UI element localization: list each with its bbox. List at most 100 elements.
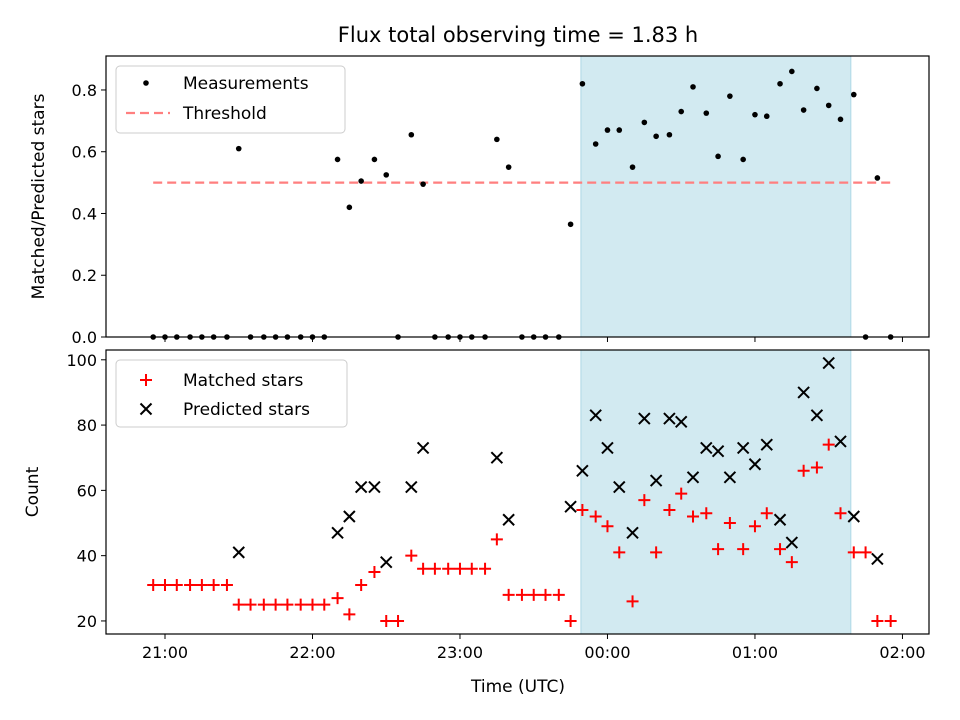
measurement-point — [874, 175, 881, 181]
y-tick-label: 0.6 — [72, 143, 97, 162]
matched-star-point — [306, 598, 319, 611]
measurement-point — [567, 221, 574, 228]
x-tick-label: 02:00 — [879, 643, 925, 662]
predicted-star-point — [810, 409, 824, 422]
predicted-star-point — [711, 444, 725, 458]
measurement-point — [494, 136, 500, 143]
matched-star-point — [576, 503, 589, 516]
measurement-point — [235, 145, 242, 152]
measurement-point — [641, 119, 648, 126]
measurement-point — [690, 84, 696, 90]
axes-frame — [105, 349, 930, 635]
axes-frame — [105, 55, 930, 338]
matched-star-point — [797, 464, 810, 477]
measurement-point — [408, 131, 415, 138]
legend-label-matched: Matched stars — [183, 371, 303, 391]
matched-star-point — [675, 487, 688, 500]
measurement-point — [715, 153, 721, 160]
y-tick-label: 60 — [77, 481, 97, 500]
legend: Measurements Threshold — [115, 65, 346, 134]
predicted-star-point — [760, 438, 773, 451]
matched-star-point — [638, 494, 651, 507]
y-axis-label: Matched/Predicted stars — [29, 93, 49, 299]
matched-star-point — [601, 520, 614, 533]
legend-label-predicted: Predicted stars — [183, 400, 310, 420]
matched-star-point — [502, 588, 515, 601]
x-axis-label: Time (UTC) — [470, 677, 565, 697]
measurement-point — [505, 164, 512, 170]
predicted-star-point — [700, 441, 713, 455]
matched-star-point — [269, 598, 282, 611]
ratio-panel: 0.0 0.2 0.4 0.6 0.8 Matched/Predicted stars Me… — [29, 55, 930, 347]
matched-star-point — [479, 562, 492, 575]
highlight-span — [580, 55, 852, 338]
matched-star-point — [810, 461, 823, 474]
matched-star-point — [207, 579, 220, 592]
measurement-point — [629, 164, 636, 170]
predicted-star-point — [649, 474, 663, 487]
predicted-star-point — [589, 409, 602, 422]
measurement-point — [383, 172, 390, 178]
predicted-star-point — [613, 480, 626, 494]
predicted-star-point — [686, 471, 700, 484]
predicted-star-point — [638, 412, 651, 425]
x-tick-label: 01:00 — [732, 643, 778, 662]
matched-star-point — [822, 438, 835, 451]
measurement-point — [789, 68, 795, 75]
matched-star-point — [184, 579, 197, 592]
measurement-point — [850, 91, 857, 98]
measurement-point — [678, 108, 685, 115]
matched-star-point — [417, 562, 430, 575]
measurement-point — [604, 127, 611, 133]
predicted-star-point — [354, 480, 368, 494]
predicted-star-point — [490, 451, 504, 464]
matched-star-point — [871, 614, 884, 627]
measurement-point — [579, 80, 586, 87]
matched-star-point — [748, 520, 761, 533]
predicted-star-point — [405, 480, 418, 494]
matched-star-point — [700, 507, 713, 520]
x-tick-label: 22:00 — [289, 643, 335, 662]
matched-star-point — [650, 546, 663, 559]
predicted-star-point — [331, 526, 344, 540]
predicted-star-point — [736, 441, 750, 455]
predicted-star-point — [416, 441, 430, 455]
measurement-point — [763, 113, 770, 120]
measurement-point — [420, 181, 426, 187]
y-tick-label: 0.2 — [72, 266, 97, 285]
matched-star-point — [257, 598, 270, 611]
matched-star-point — [281, 598, 294, 611]
matched-star-point — [785, 556, 798, 569]
predicted-star-point — [232, 546, 245, 559]
matched-star-point — [428, 562, 441, 575]
y-tick-label: 80 — [77, 416, 97, 435]
matched-star-point — [564, 614, 577, 627]
y-tick-label: 100 — [66, 351, 97, 370]
highlight-span — [580, 349, 852, 635]
predicted-star-point — [748, 458, 762, 471]
measurement-point — [371, 156, 378, 163]
matched-star-point — [368, 565, 381, 578]
x-tick-label: 23:00 — [437, 643, 483, 662]
legend-label-threshold: Threshold — [182, 104, 267, 124]
measurement-point — [740, 156, 746, 163]
legend-box — [115, 359, 348, 428]
measurement-point — [666, 131, 673, 138]
matched-star-point — [712, 543, 725, 556]
predicted-star-point — [601, 441, 614, 455]
predicted-star-point — [822, 356, 835, 370]
predicted-star-point — [675, 415, 688, 429]
matched-star-point — [490, 533, 503, 546]
matched-star-point — [442, 562, 455, 575]
matched-star-point — [859, 546, 872, 559]
matched-star-point — [687, 510, 700, 523]
measurement-point — [752, 111, 758, 118]
chart-title: Flux total observing time = 1.83 h — [338, 23, 698, 47]
matched-star-point — [737, 543, 750, 556]
x-tick-label: 21:00 — [142, 643, 188, 662]
matched-star-point — [760, 507, 773, 520]
matched-star-point — [552, 588, 565, 601]
measurement-point — [358, 178, 364, 184]
measurement-point — [727, 93, 733, 99]
matched-star-point — [380, 614, 393, 627]
